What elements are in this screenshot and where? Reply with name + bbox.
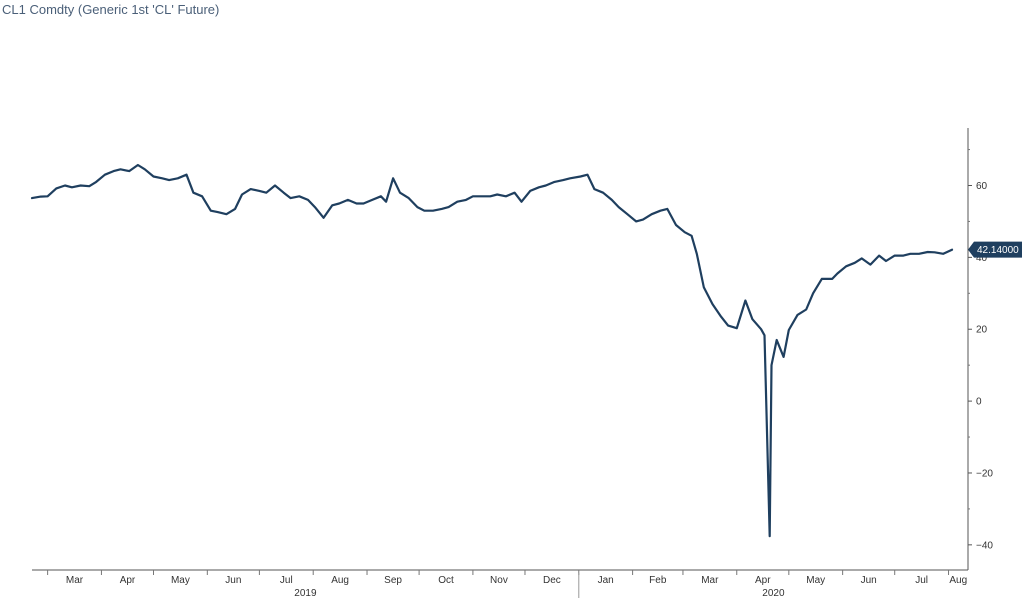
x-tick-label: May [806, 575, 825, 586]
x-tick-label: Oct [438, 575, 454, 586]
x-tick-label: Dec [543, 575, 561, 586]
y-tick-label: −40 [976, 540, 993, 551]
x-tick-label: Feb [649, 575, 667, 586]
y-tick-label: 20 [976, 325, 988, 336]
last-value-box [968, 241, 1022, 258]
plot-area [30, 163, 954, 538]
chart-title: CL1 Comdty (Generic 1st 'CL' Future) [2, 2, 220, 17]
y-axis: 60 40 20 0 −20 −40 [967, 128, 993, 570]
y-tick-label: 60 [976, 181, 988, 192]
last-value-label: 42.14000 [977, 245, 1019, 256]
year-label: 2019 [294, 588, 317, 599]
x-tick-label: Mar [66, 575, 84, 586]
price-series-line [30, 163, 954, 538]
x-tick-label: Aug [949, 575, 967, 586]
x-tick-label: Jul [915, 575, 928, 586]
x-tick-label: Apr [120, 575, 136, 586]
x-tick-label: Jun [861, 575, 877, 586]
last-value-marker: 42.14000 [968, 241, 1022, 258]
year-label: 2020 [762, 588, 785, 599]
y-tick-label: 0 [976, 397, 982, 408]
x-axis: Mar Apr May Jun Jul Aug Sep Oct Nov Dec Jan Feb Mar A… [32, 569, 968, 599]
x-tick-label: Mar [701, 575, 719, 586]
x-tick-label: Apr [755, 575, 771, 586]
x-tick-label: Jan [598, 575, 614, 586]
x-tick-label: Aug [331, 575, 349, 586]
x-tick-label: Jun [225, 575, 241, 586]
x-tick-label: May [171, 575, 190, 586]
y-tick-label: −20 [976, 468, 993, 479]
x-tick-label: Sep [384, 575, 402, 586]
x-tick-label: Nov [490, 575, 508, 586]
y-tick-label: 40 [976, 253, 988, 264]
x-tick-label: Jul [280, 575, 293, 586]
